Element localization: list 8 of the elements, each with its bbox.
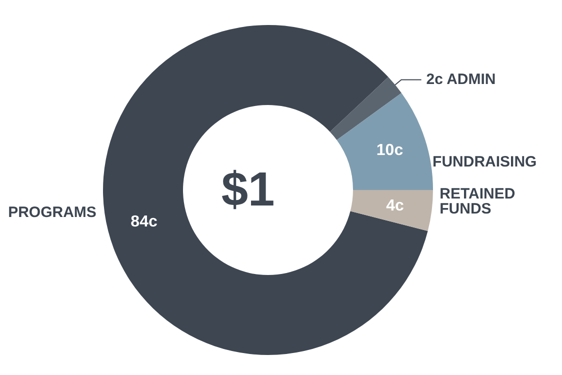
data-label: 10c [376, 142, 404, 159]
data-label: 84c [130, 213, 158, 230]
slice-label: FUNDRAISING [432, 153, 537, 170]
text: $1 [221, 164, 275, 216]
slice-label: PROGRAMS [8, 204, 96, 222]
data-label: 4c [386, 198, 404, 215]
slice-label: RETAINED FUNDS [440, 185, 520, 218]
slice-label: 2c ADMIN [426, 71, 496, 88]
